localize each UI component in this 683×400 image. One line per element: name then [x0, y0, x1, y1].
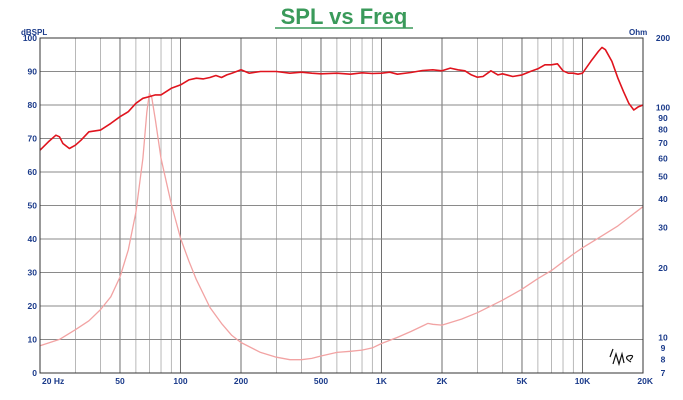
right-tick-label: 70 — [658, 138, 668, 148]
right-tick-label: 50 — [658, 172, 668, 182]
grid-lines — [39, 37, 644, 374]
x-tick-label: 20K — [637, 376, 653, 386]
right-tick-label: 40 — [658, 194, 668, 204]
x-tick-label: 2K — [437, 376, 449, 386]
right-tick-label: 7 — [661, 368, 666, 378]
right-tick-label: 30 — [658, 223, 668, 233]
left-axis-unit: dBSPL — [21, 28, 47, 37]
series-layer — [39, 46, 644, 361]
x-tick-label: 200 — [234, 376, 248, 386]
left-tick-label: 100 — [23, 33, 37, 43]
left-tick-label: 50 — [28, 201, 38, 211]
x-tick-label: 5K — [517, 376, 529, 386]
left-tick-label: 90 — [28, 67, 38, 77]
lms-logo-mark — [609, 348, 634, 367]
right-tick-label: 100 — [656, 102, 670, 112]
left-tick-label: 30 — [28, 268, 38, 278]
plot-border — [39, 37, 644, 374]
left-tick-label: 20 — [28, 301, 38, 311]
right-tick-label: 200 — [656, 33, 670, 43]
x-tick-label: 20 Hz — [42, 376, 64, 386]
chart-title: SPL vs Freq — [281, 4, 408, 29]
x-tick-label: 1K — [376, 376, 388, 386]
left-tick-label: 10 — [28, 335, 38, 345]
left-tick-label: 60 — [28, 167, 38, 177]
right-tick-label: 20 — [658, 263, 668, 273]
right-tick-label: 60 — [658, 153, 668, 163]
spl-curve — [39, 46, 644, 151]
right-tick-label: 9 — [661, 343, 666, 353]
left-tick-label: 70 — [28, 134, 38, 144]
impedance-curve — [39, 92, 644, 361]
left-tick-label: 40 — [28, 234, 38, 244]
x-axis-ticks: 20 Hz 50 100 200 500 1K 2K 5K 10K 20K — [42, 376, 654, 386]
right-axis-unit: Ohm — [629, 28, 647, 37]
right-tick-label: 10 — [658, 332, 668, 342]
x-tick-label: 500 — [314, 376, 328, 386]
left-tick-label: 80 — [28, 100, 38, 110]
x-tick-label: 100 — [173, 376, 187, 386]
right-tick-label: 80 — [658, 125, 668, 135]
right-tick-label: 90 — [658, 113, 668, 123]
left-tick-label: 0 — [32, 368, 37, 378]
right-tick-label: 8 — [661, 355, 666, 365]
left-axis-ticks: 0 10 20 30 40 50 60 70 80 90 100 — [23, 33, 37, 378]
x-tick-label: 50 — [115, 376, 125, 386]
lms-logo — [609, 348, 634, 367]
x-tick-label: 10K — [575, 376, 591, 386]
